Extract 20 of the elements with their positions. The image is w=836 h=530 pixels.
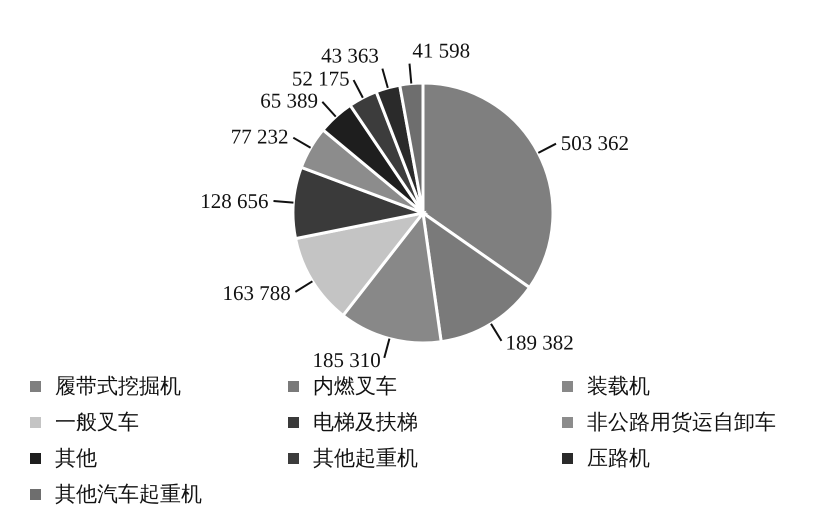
data-label: 41 598 — [412, 38, 470, 63]
data-label: 163 788 — [222, 280, 291, 305]
legend-label: 一般叉车 — [55, 409, 139, 436]
data-label: 43 363 — [321, 44, 379, 68]
legend-label: 履带式挖掘机 — [55, 373, 181, 400]
legend-label: 其他汽车起重机 — [55, 481, 202, 508]
data-label: 65 389 — [260, 88, 318, 112]
data-label: 52 175 — [292, 66, 350, 90]
legend-label: 其他起重机 — [313, 445, 418, 472]
legend-label: 装载机 — [587, 373, 650, 400]
legend-label: 压路机 — [587, 445, 650, 472]
data-label: 77 232 — [230, 124, 289, 149]
legend-label: 其他 — [55, 445, 97, 472]
data-label: 128 656 — [200, 188, 268, 213]
legend-label: 电梯及扶梯 — [313, 409, 418, 436]
data-label: 503 362 — [560, 130, 630, 155]
data-label: 189 382 — [506, 330, 574, 355]
legend-label: 内燃叉车 — [313, 373, 397, 400]
data-label: 185 310 — [312, 348, 381, 372]
legend-label: 非公路用货运自卸车 — [587, 409, 776, 436]
